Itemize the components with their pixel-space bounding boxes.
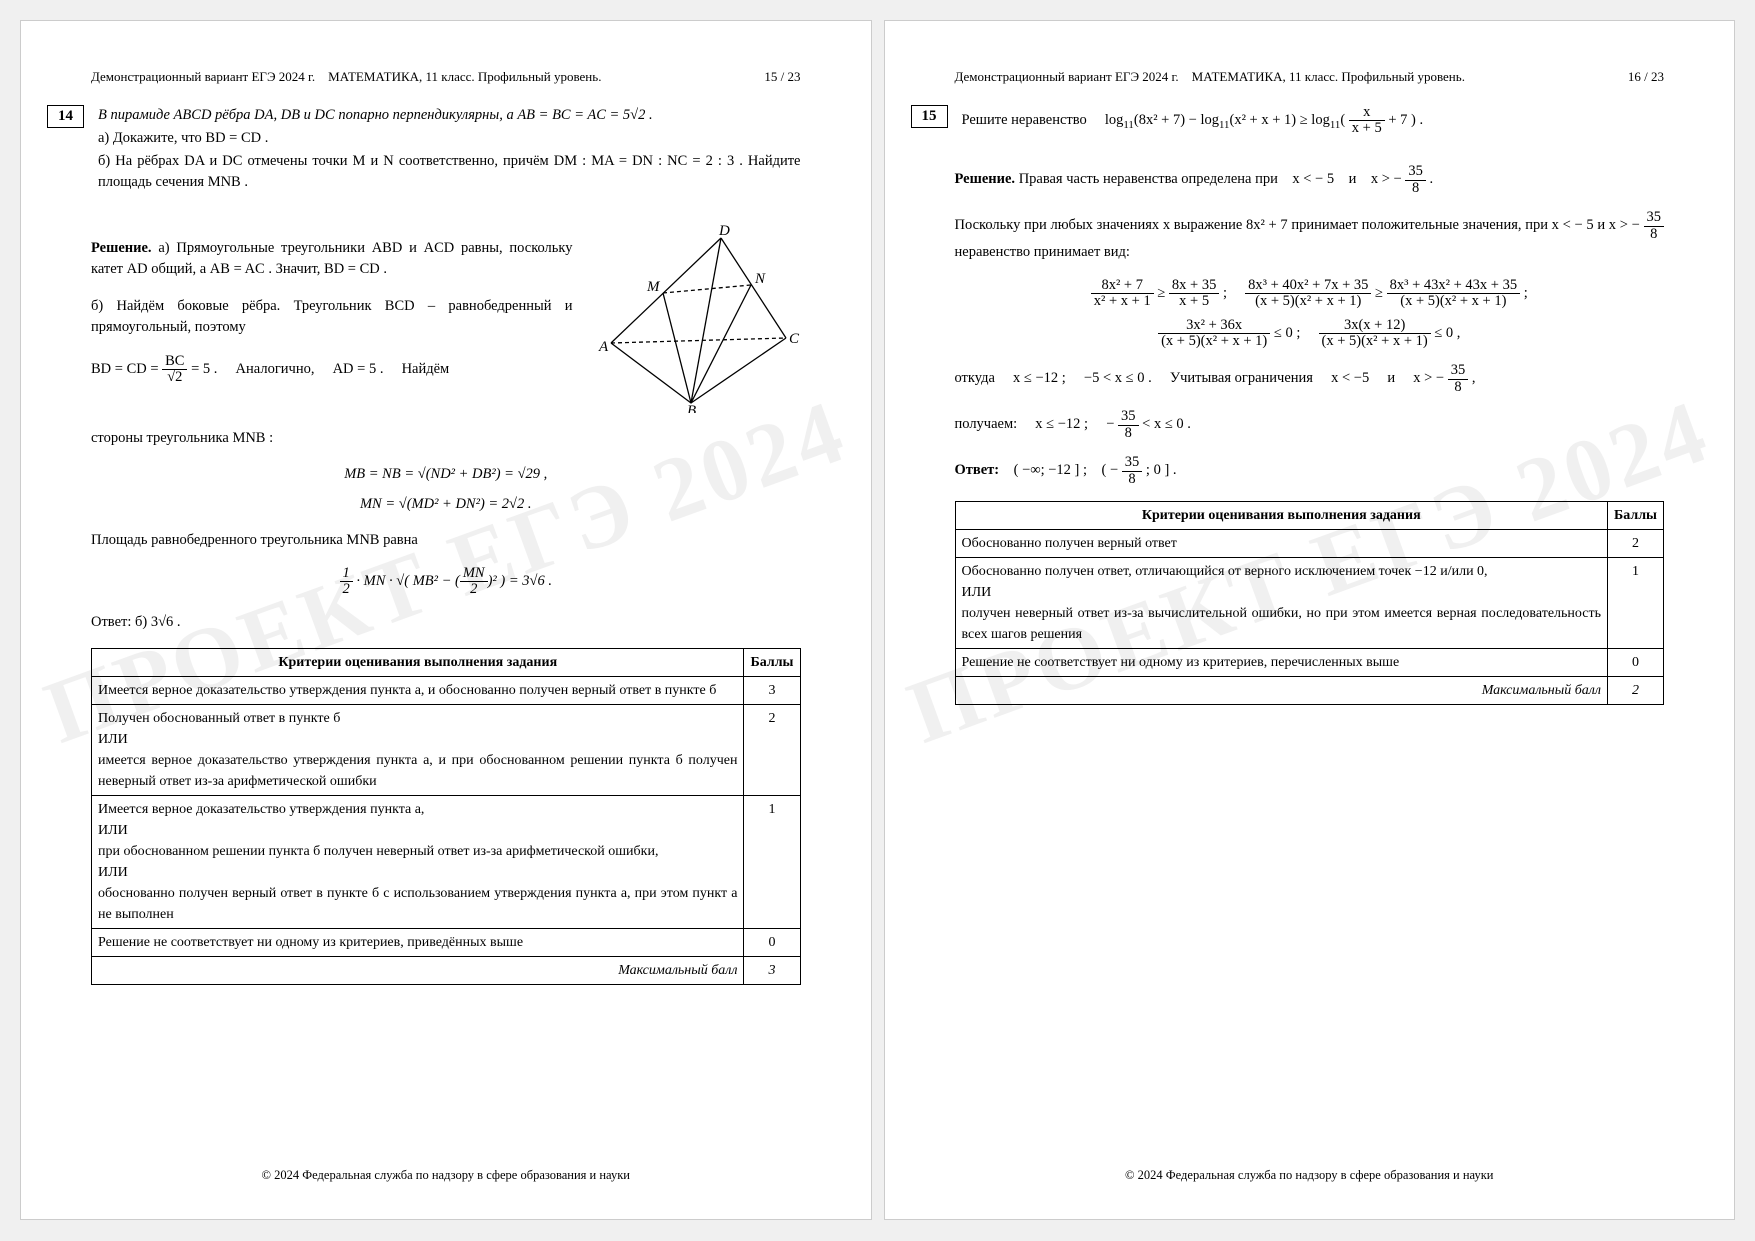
sol-b3: стороны треугольника MNB : xyxy=(91,428,801,450)
task-statement: Решите неравенство log11(8x² + 7) − log1… xyxy=(962,105,1665,136)
criterion-text: Обоснованно получен ответ, отличающийся … xyxy=(955,558,1607,649)
page-15: ПРОЕКТ ЕГЭ 2024 Демонстрационный вариант… xyxy=(20,20,872,1220)
sol-p1: Правая часть неравенства определена при … xyxy=(1019,171,1433,187)
criterion-score: 0 xyxy=(744,929,800,957)
eq: MB = NB = √(ND² + DB²) = √29 , xyxy=(91,464,801,486)
solution-label: Решение. xyxy=(91,240,152,256)
pyramid-label-N: N xyxy=(754,271,766,287)
stmt-line: б) На рёбрах DA и DC отмечены точки M и … xyxy=(98,151,801,193)
footer: © 2024 Федеральная служба по надзору в с… xyxy=(21,1168,871,1183)
rubric-header: Критерии оценивания выполнения задания xyxy=(92,649,744,677)
pyramid-label-A: A xyxy=(598,339,609,355)
runhead-left: Демонстрационный вариант ЕГЭ 2024 г. МАТ… xyxy=(955,69,1465,85)
criterion-score: 1 xyxy=(744,796,800,929)
rubric-header: Критерии оценивания выполнения задания xyxy=(955,502,1607,530)
rubric-rows-14: Имеется верное доказательство утверждени… xyxy=(92,677,801,957)
answer: Ответ: ( −∞; −12 ] ; ( − 358 ; 0 ] . xyxy=(955,455,1665,486)
rubric-rows-15: Обоснованно получен верный ответ2Обоснов… xyxy=(955,530,1664,677)
sol-b4: Площадь равнобедренного треугольника MNB… xyxy=(91,530,801,552)
runhead-page: 16 / 23 xyxy=(1628,69,1664,85)
criterion-score: 3 xyxy=(744,677,800,705)
page-16: ПРОЕКТ ЕГЭ 2024 Демонстрационный вариант… xyxy=(884,20,1736,1220)
runhead-page: 15 / 23 xyxy=(764,69,800,85)
running-head: Демонстрационный вариант ЕГЭ 2024 г. МАТ… xyxy=(955,69,1665,85)
rubric-table-14: Критерии оценивания выполнения задания Б… xyxy=(91,648,801,985)
sol-a: а) Прямоугольные треугольники ABD и ACD … xyxy=(91,240,573,278)
eq: MN = √(MD² + DN²) = 2√2 . xyxy=(91,494,801,516)
sol-b1: б) Найдём боковые рёбра. Треугольник BCD… xyxy=(91,296,573,340)
criterion-text: Получен обоснованный ответ в пункте бИЛИ… xyxy=(92,705,744,796)
solution-label: Решение. xyxy=(955,171,1016,187)
criterion-text: Имеется верное доказательство утверждени… xyxy=(92,677,744,705)
stmt-line: В пирамиде ABCD рёбра DA, DB и DC попарн… xyxy=(98,105,801,126)
task-15: 15 Решите неравенство log11(8x² + 7) − l… xyxy=(955,105,1665,136)
criterion-score: 1 xyxy=(1607,558,1663,649)
max-label: Максимальный балл xyxy=(955,677,1607,705)
task-14: 14 В пирамиде ABCD рёбра DA, DB и DC поп… xyxy=(91,105,801,195)
max-score: 2 xyxy=(1607,677,1663,705)
eq-chain: 8x² + 7x² + x + 1 ≥ 8x + 35x + 5 ; 8x³ +… xyxy=(955,278,1665,309)
score-header: Баллы xyxy=(1607,502,1663,530)
eq: 12 · MN · √( MB² − (MN2)² ) = 3√6 . xyxy=(91,566,801,597)
sol-p4: получаем: x ≤ −12 ; − 358 < x ≤ 0 . xyxy=(955,409,1665,440)
sol-b2: BD = CD = BC√2 = 5 . Аналогично, AD = 5 … xyxy=(91,354,573,385)
pyramid-label-D: D xyxy=(718,223,730,239)
max-score: 3 xyxy=(744,957,800,985)
runhead-left: Демонстрационный вариант ЕГЭ 2024 г. МАТ… xyxy=(91,69,601,85)
answer: Ответ: б) 3√6 . xyxy=(91,612,801,634)
pyramid-label-B: B xyxy=(687,403,696,413)
solution-14: Решение. а) Прямоугольные треугольники A… xyxy=(91,223,801,985)
solution-15: Решение. Правая часть неравенства опреде… xyxy=(955,164,1665,705)
pyramid-figure: A B C D M N xyxy=(591,223,801,413)
criterion-score: 0 xyxy=(1607,649,1663,677)
stmt-line: а) Докажите, что BD = CD . xyxy=(98,128,801,149)
eq-chain: 3x² + 36x(x + 5)(x² + x + 1) ≤ 0 ; 3x(x … xyxy=(955,318,1665,349)
footer: © 2024 Федеральная служба по надзору в с… xyxy=(885,1168,1735,1183)
sol-p3: откуда x ≤ −12 ; −5 < x ≤ 0 . Учитывая о… xyxy=(955,363,1665,394)
task-number-box: 15 xyxy=(911,105,948,128)
pyramid-label-M: M xyxy=(646,279,661,295)
max-label: Максимальный балл xyxy=(92,957,744,985)
task-number-box: 14 xyxy=(47,105,84,128)
criterion-score: 2 xyxy=(744,705,800,796)
task-statement: В пирамиде ABCD рёбра DA, DB и DC попарн… xyxy=(98,105,801,195)
pyramid-label-C: C xyxy=(789,331,800,347)
sol-p2: Поскольку при любых значениях x выражени… xyxy=(955,210,1665,263)
criterion-text: Решение не соответствует ни одному из кр… xyxy=(955,649,1607,677)
running-head: Демонстрационный вариант ЕГЭ 2024 г. МАТ… xyxy=(91,69,801,85)
rubric-table-15: Критерии оценивания выполнения задания Б… xyxy=(955,501,1665,705)
criterion-text: Решение не соответствует ни одному из кр… xyxy=(92,929,744,957)
score-header: Баллы xyxy=(744,649,800,677)
criterion-score: 2 xyxy=(1607,530,1663,558)
criterion-text: Обоснованно получен верный ответ xyxy=(955,530,1607,558)
criterion-text: Имеется верное доказательство утверждени… xyxy=(92,796,744,929)
